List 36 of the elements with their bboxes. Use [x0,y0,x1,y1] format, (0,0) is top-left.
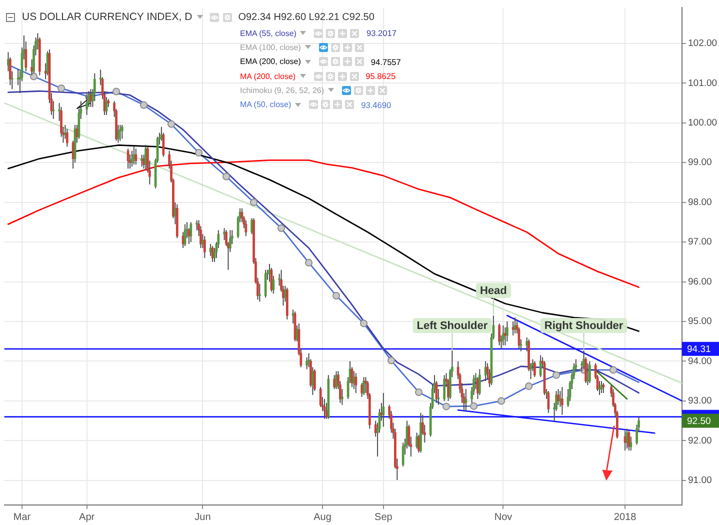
text: MA (50, close) [240,100,292,110]
y-tick-label: 99.00 [688,157,712,168]
y-tick-label: 91.00 [688,475,712,486]
chart-title: US DOLLAR CURRENCY INDEX, D [22,11,192,23]
annotation: Head [480,285,507,298]
ref-line-label: 94.31 [687,344,711,356]
x-tick-label: Sep [374,512,393,523]
annotation: 93.4690 [361,100,392,110]
y-tick-label: 94.00 [688,356,712,367]
y-tick-label: 97.00 [688,236,712,248]
x-tick-label: Mar [13,512,32,523]
x-tick-label: Jun [194,512,211,523]
y-tick-label: 98.00 [688,196,712,208]
y-tick-label: 92.00 [688,435,712,446]
x-tick-label: Aug [314,512,332,523]
y-tick-label: 95.00 [688,316,712,328]
y-tick-label: 96.00 [688,276,712,288]
annotation: 95.8625 [366,71,396,82]
text: MA (200, close) [240,72,296,81]
annotation: 93.2017 [366,28,396,38]
x-tick-label: Nov [494,512,512,523]
text: EMA (200, close) [240,57,301,66]
y-tick-label: 102.00 [688,38,718,50]
y-tick-label: 101.00 [688,78,718,89]
y-tick-label: 100.00 [688,118,718,129]
annotation: Right Shoulder [544,320,624,332]
text: 92.50 [687,416,711,427]
x-tick-label: Apr [79,512,96,523]
y-tick-label: 93.00 [688,396,712,407]
x-tick-label: 2018 [614,512,637,523]
annotation: 94.7557 [370,56,401,67]
legend-label: Ichimoku (9, 26, 52, 26) [240,86,324,95]
text: EMA (55, close) [240,28,296,38]
annotation: Left Shoulder [416,320,488,332]
chart-subtitle: O92.34 H92.60 L92.21 C92.50 [238,12,374,22]
legend-label: EMA (100, close) [240,42,301,52]
